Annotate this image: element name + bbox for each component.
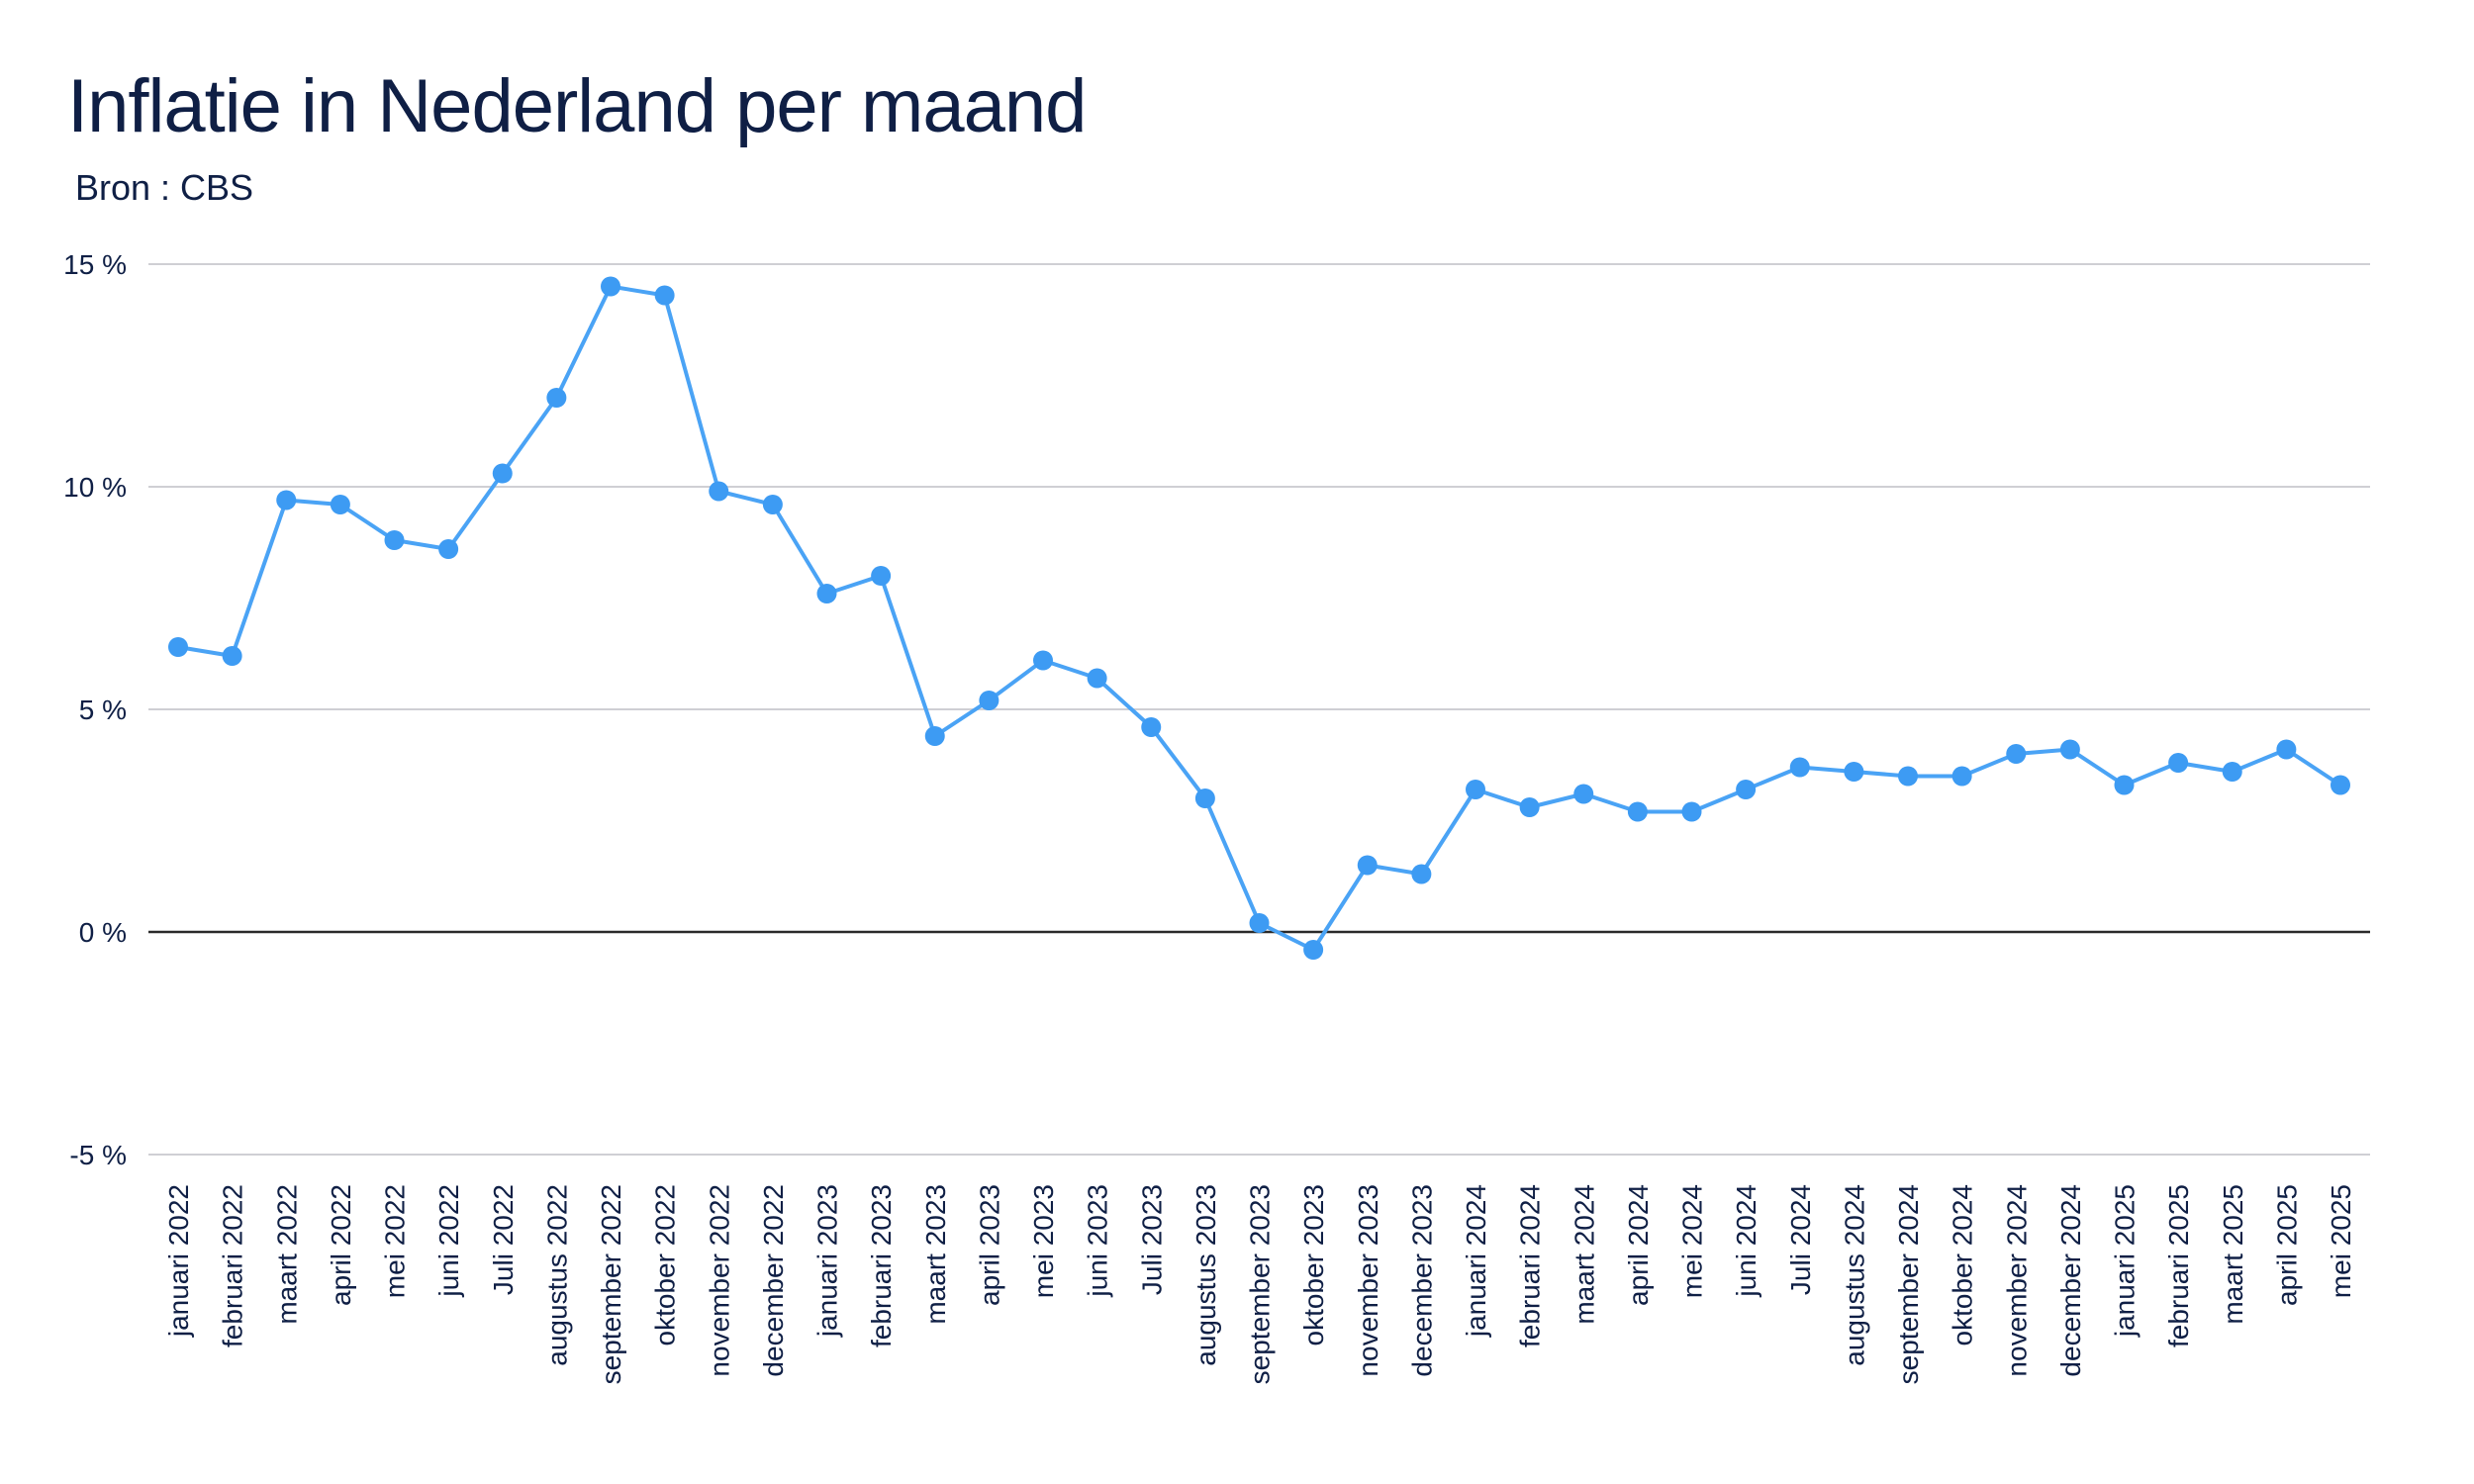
x-tick-label: augustus 2024 <box>1839 1184 1869 1366</box>
data-point <box>709 481 729 502</box>
data-point <box>1627 801 1648 822</box>
x-axis-ticks: januari 2022 februari 2022 maart 2022 april… <box>163 1184 2356 1384</box>
data-point <box>2114 775 2135 795</box>
data-point <box>1087 668 1107 689</box>
x-tick-label: oktober 2024 <box>1948 1184 1978 1345</box>
x-tick-label: maart 2023 <box>920 1184 951 1325</box>
data-point <box>1303 940 1324 960</box>
gridlines <box>148 263 2370 1156</box>
data-point <box>1519 797 1540 817</box>
x-tick-label: februari 2024 <box>1515 1184 1546 1347</box>
data-point <box>168 637 188 657</box>
x-tick-label: januari 2024 <box>1461 1184 1491 1338</box>
data-point <box>601 276 620 297</box>
y-axis-ticks: 15 % 10 % 5 % 0 % -5 % <box>63 249 127 1170</box>
x-tick-label: april 2023 <box>974 1184 1004 1306</box>
data-point <box>1194 788 1215 808</box>
data-point <box>979 691 999 710</box>
x-tick-label: Juli 2022 <box>488 1184 519 1295</box>
x-tick-label: december 2024 <box>2055 1184 2086 1377</box>
x-tick-label: september 2023 <box>1245 1184 1276 1384</box>
data-point <box>2006 744 2027 764</box>
data-point <box>816 584 837 603</box>
data-point <box>1411 864 1432 884</box>
x-tick-label: juni 2022 <box>433 1184 464 1298</box>
data-point <box>1033 650 1053 671</box>
x-tick-label: september 2022 <box>596 1184 626 1384</box>
x-tick-label: mei 2024 <box>1677 1184 1708 1298</box>
y-tick-label: 5 % <box>79 695 127 725</box>
x-tick-label: januari 2023 <box>812 1184 843 1338</box>
x-tick-label: november 2022 <box>704 1184 734 1377</box>
data-point <box>2331 775 2350 795</box>
x-tick-label: april 2025 <box>2271 1184 2302 1306</box>
data-point <box>438 539 459 559</box>
data-point <box>1789 757 1810 778</box>
x-tick-label: mei 2023 <box>1028 1184 1059 1298</box>
x-tick-label: Juli 2024 <box>1785 1184 1816 1295</box>
data-point <box>2168 753 2189 773</box>
x-tick-label: november 2024 <box>2001 1184 2032 1377</box>
x-tick-label: april 2022 <box>326 1184 356 1306</box>
x-tick-label: januari 2022 <box>163 1184 194 1338</box>
data-point <box>1573 784 1594 804</box>
x-tick-label: juni 2023 <box>1083 1184 1113 1298</box>
x-tick-label: april 2024 <box>1623 1184 1654 1306</box>
data-point <box>222 646 242 666</box>
data-point <box>924 726 945 746</box>
data-point <box>762 495 783 514</box>
series-line <box>177 284 2342 952</box>
data-point <box>1736 780 1757 799</box>
x-tick-label: maart 2025 <box>2218 1184 2248 1325</box>
data-point <box>1249 913 1270 933</box>
x-tick-label: maart 2024 <box>1569 1184 1599 1325</box>
data-point <box>2059 739 2080 760</box>
data-point <box>1466 780 1485 799</box>
x-tick-label: juni 2024 <box>1731 1184 1761 1298</box>
data-point <box>2276 739 2297 760</box>
x-tick-label: oktober 2023 <box>1298 1184 1329 1345</box>
x-tick-label: mei 2022 <box>380 1184 411 1298</box>
y-tick-label: 15 % <box>63 249 127 280</box>
data-point <box>871 566 892 586</box>
y-tick-label: 0 % <box>79 917 127 948</box>
data-point <box>2222 762 2242 782</box>
data-point <box>1898 766 1918 787</box>
x-tick-label: januari 2025 <box>2110 1184 2141 1338</box>
data-point <box>1844 762 1864 782</box>
x-tick-label: februari 2025 <box>2163 1184 2194 1347</box>
x-tick-label: december 2022 <box>758 1184 789 1377</box>
x-tick-label: februari 2022 <box>218 1184 248 1347</box>
x-tick-label: december 2023 <box>1406 1184 1437 1377</box>
x-tick-label: mei 2025 <box>2326 1184 2356 1298</box>
y-tick-label: -5 % <box>69 1140 127 1170</box>
data-point <box>276 490 297 510</box>
data-point <box>1141 717 1162 737</box>
x-tick-label: maart 2022 <box>271 1184 302 1325</box>
y-tick-label: 10 % <box>63 472 127 503</box>
x-tick-label: Juli 2023 <box>1136 1184 1167 1295</box>
chart-title: Inflatie in Nederland per maand <box>67 64 1087 148</box>
data-point <box>1681 801 1702 822</box>
x-tick-label: november 2023 <box>1353 1184 1383 1377</box>
x-tick-label: oktober 2022 <box>650 1184 681 1345</box>
data-point <box>654 285 675 306</box>
data-point <box>1357 855 1378 876</box>
data-point <box>384 530 405 550</box>
x-tick-label: september 2024 <box>1893 1184 1924 1384</box>
data-point <box>492 463 513 484</box>
data-point <box>546 388 567 408</box>
x-tick-label: augustus 2023 <box>1190 1184 1221 1366</box>
data-point <box>330 495 350 514</box>
chart-subtitle: Bron : CBS <box>75 167 254 208</box>
series-plot <box>168 276 2350 960</box>
x-tick-label: augustus 2022 <box>541 1184 572 1366</box>
x-tick-label: februari 2023 <box>866 1184 897 1347</box>
data-point <box>1951 766 1972 787</box>
